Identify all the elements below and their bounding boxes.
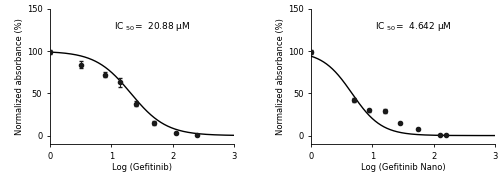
X-axis label: Log (Gefitinib): Log (Gefitinib) xyxy=(112,163,172,172)
Text: IC $_{50}$=  20.88 μM: IC $_{50}$= 20.88 μM xyxy=(114,20,191,33)
X-axis label: Log (Gefitinib Nano): Log (Gefitinib Nano) xyxy=(360,163,446,172)
Y-axis label: Normalized absorbance (%): Normalized absorbance (%) xyxy=(276,18,285,135)
Text: IC $_{50}$=  4.642 μM: IC $_{50}$= 4.642 μM xyxy=(376,20,452,33)
Y-axis label: Normalized absorbance (%): Normalized absorbance (%) xyxy=(15,18,24,135)
